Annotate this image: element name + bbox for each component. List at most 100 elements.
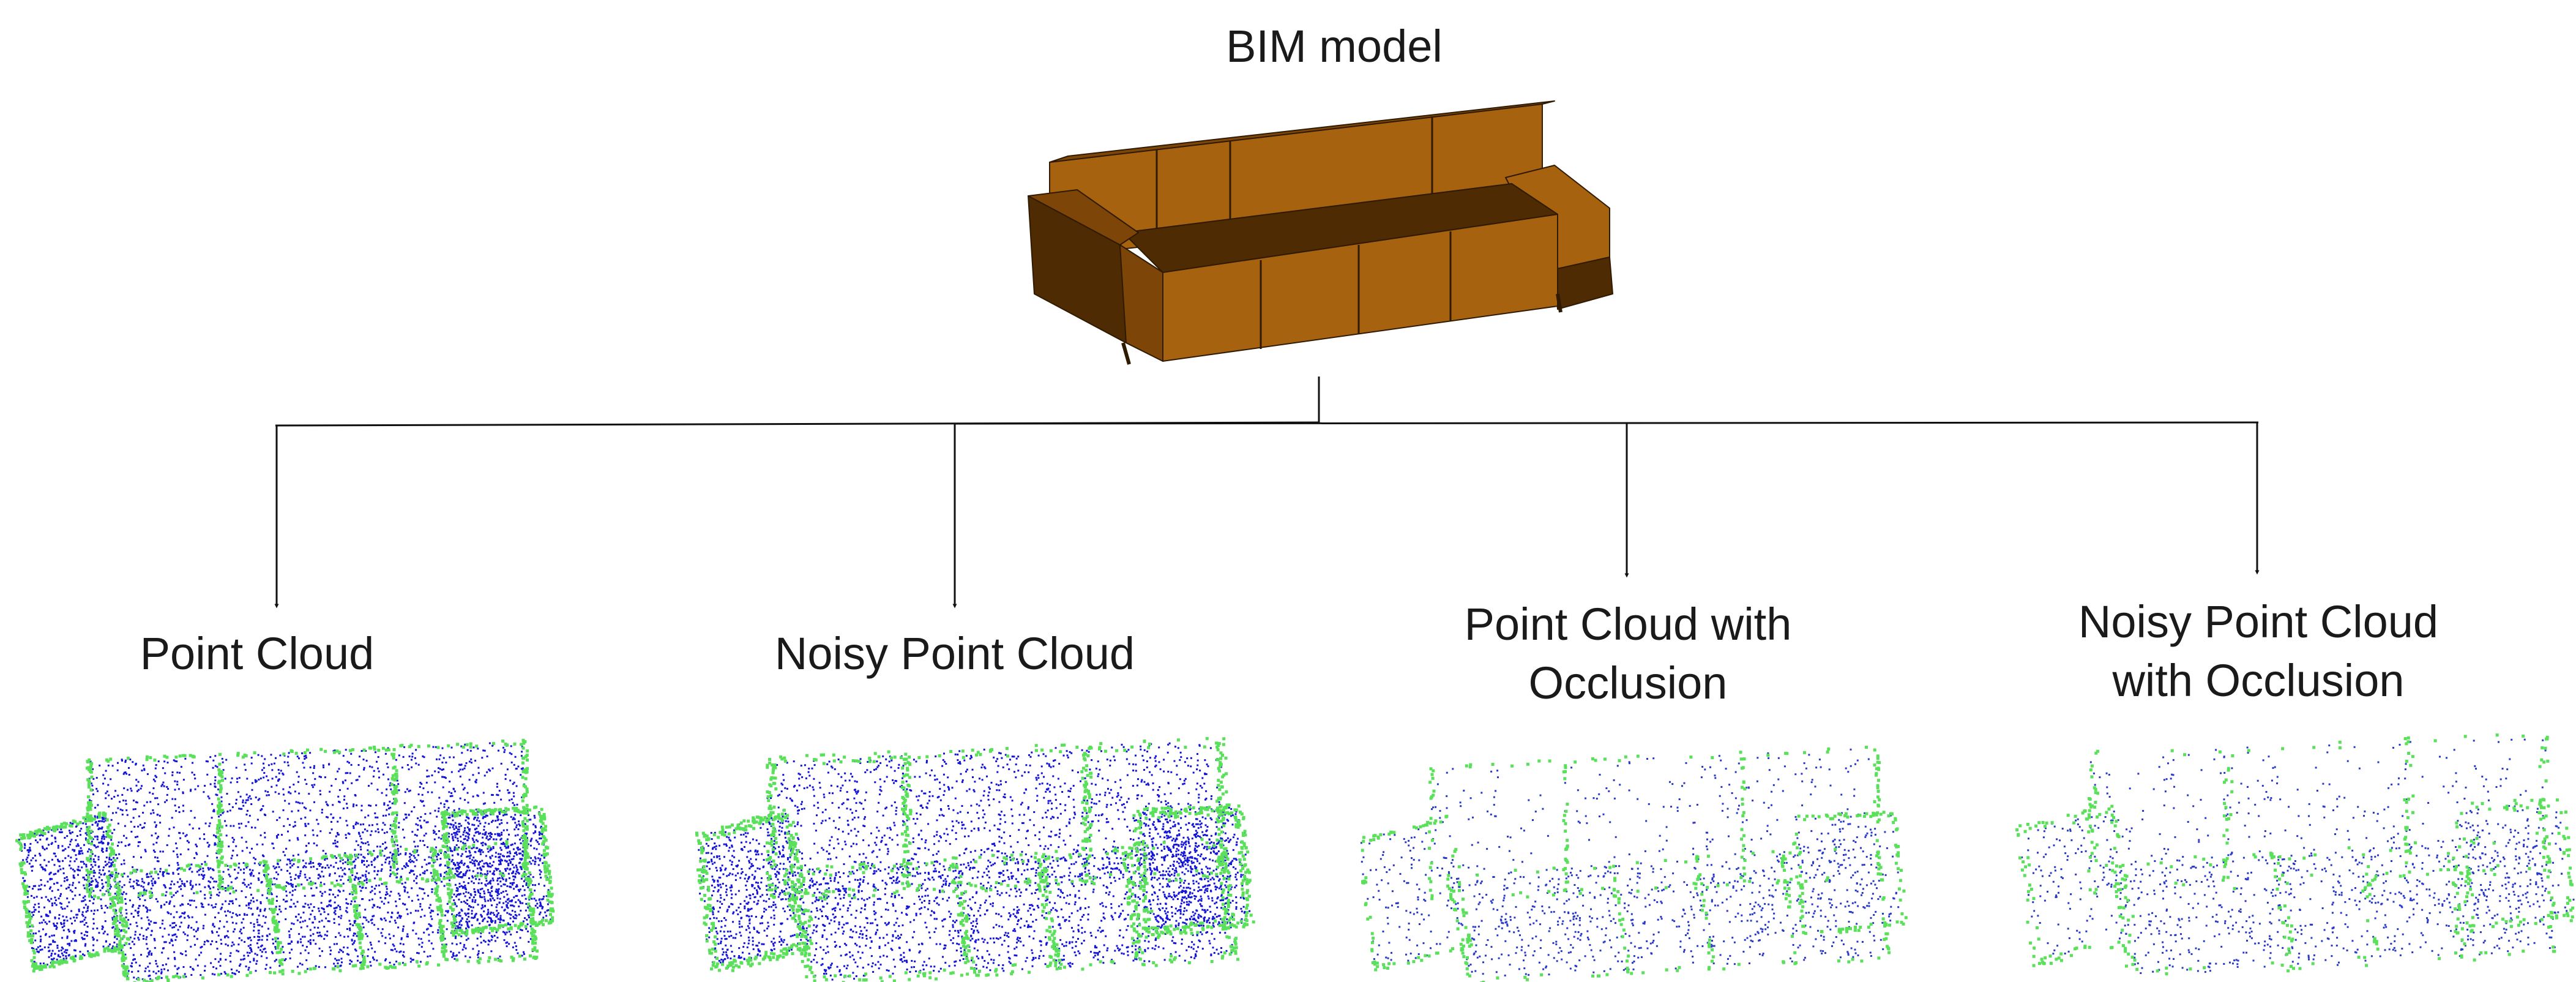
point-mark — [379, 891, 381, 893]
point-mark — [103, 874, 105, 876]
edge-point-mark — [88, 779, 91, 782]
point-mark — [507, 845, 509, 847]
point-mark — [459, 768, 461, 771]
point-mark — [402, 902, 404, 905]
point-mark — [507, 789, 509, 792]
point-mark — [497, 868, 499, 870]
point-mark — [471, 847, 473, 850]
edge-point-mark — [275, 885, 279, 889]
edge-point-mark — [505, 840, 509, 844]
point-mark — [289, 872, 291, 875]
point-mark — [411, 759, 413, 761]
point-mark — [300, 916, 302, 919]
edge-point-mark — [174, 974, 178, 978]
point-mark — [42, 962, 45, 965]
point-mark — [460, 901, 463, 903]
point-mark — [460, 841, 462, 842]
point-mark — [310, 866, 312, 868]
point-mark — [248, 967, 250, 969]
point-mark — [488, 916, 491, 919]
point-mark — [465, 762, 468, 764]
point-mark — [288, 839, 291, 842]
point-mark — [203, 791, 205, 793]
point-mark — [225, 900, 227, 902]
point-mark — [485, 862, 488, 864]
point-mark — [526, 832, 528, 834]
edge-point-mark — [466, 959, 470, 963]
point-mark — [135, 779, 138, 781]
point-mark — [285, 918, 287, 920]
point-mark — [521, 902, 524, 904]
point-mark — [356, 910, 358, 912]
point-mark — [423, 819, 425, 822]
point-mark — [233, 972, 236, 975]
point-mark — [198, 874, 200, 876]
edge-point-mark — [35, 830, 38, 833]
point-mark — [481, 888, 483, 890]
point-mark — [162, 964, 164, 966]
point-mark — [209, 867, 212, 869]
point-mark — [477, 952, 480, 954]
edge-point-mark — [70, 824, 73, 828]
edge-point-mark — [521, 823, 525, 827]
point-mark — [46, 923, 48, 925]
point-mark — [541, 833, 543, 835]
point-mark — [480, 935, 482, 938]
point-mark — [447, 806, 450, 809]
edge-point-mark — [88, 815, 92, 819]
point-mark — [258, 932, 260, 934]
point-mark — [136, 790, 138, 792]
point-mark — [371, 886, 373, 888]
point-mark — [176, 968, 179, 970]
point-mark — [349, 903, 352, 905]
point-mark — [153, 938, 155, 940]
point-mark — [32, 888, 34, 890]
point-mark — [59, 895, 61, 898]
point-mark — [474, 899, 477, 901]
point-mark — [525, 884, 528, 886]
point-mark — [271, 951, 273, 953]
point-mark — [479, 896, 482, 898]
point-mark — [106, 847, 108, 850]
point-mark — [371, 824, 373, 826]
edge-point-mark — [22, 834, 25, 838]
point-mark — [141, 927, 143, 929]
point-mark — [113, 796, 116, 798]
point-mark — [259, 864, 261, 866]
point-mark — [319, 882, 322, 884]
point-mark — [157, 860, 160, 863]
point-mark — [499, 853, 502, 855]
point-mark — [132, 905, 134, 908]
point-mark — [144, 899, 146, 901]
point-mark — [290, 928, 293, 931]
point-mark — [310, 862, 312, 864]
point-mark — [499, 877, 501, 879]
point-mark — [75, 825, 77, 828]
point-mark — [490, 887, 493, 890]
point-mark — [416, 882, 418, 885]
point-mark — [231, 921, 234, 924]
point-mark — [77, 845, 80, 847]
point-mark — [334, 910, 337, 912]
point-mark — [237, 791, 239, 793]
edge-point-mark — [61, 825, 65, 829]
point-mark — [244, 941, 246, 943]
point-mark — [377, 767, 379, 770]
point-mark — [529, 873, 532, 875]
point-mark — [467, 817, 469, 819]
point-mark — [231, 945, 233, 947]
point-mark — [371, 922, 373, 924]
point-mark — [479, 923, 481, 924]
edge-point-mark — [441, 844, 445, 848]
edge-point-mark — [536, 949, 539, 953]
point-mark — [485, 837, 488, 839]
point-mark — [463, 864, 465, 866]
point-mark — [521, 929, 523, 931]
point-mark — [163, 941, 166, 943]
edge-point-mark — [174, 755, 178, 759]
point-mark — [274, 960, 276, 962]
point-mark — [373, 859, 375, 861]
point-mark — [194, 778, 196, 780]
point-mark — [229, 954, 231, 957]
point-mark — [541, 898, 543, 901]
